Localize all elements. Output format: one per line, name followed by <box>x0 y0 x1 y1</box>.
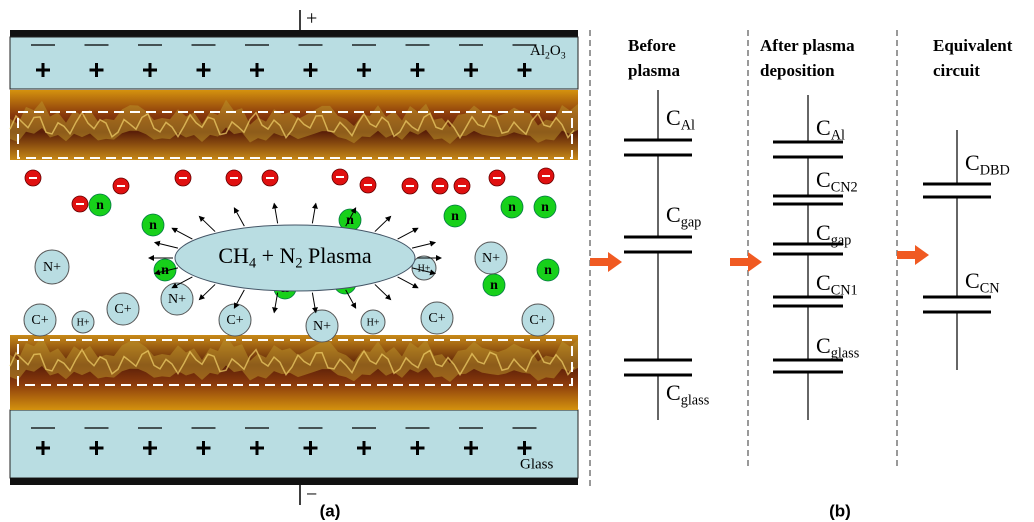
dielectric-label-part: Al <box>530 43 545 59</box>
electrode <box>10 478 578 485</box>
capacitor-label: CCN1 <box>816 270 858 299</box>
neutral-label: n <box>96 198 104 213</box>
capacitor-label-part: CN1 <box>831 283 858 299</box>
capacitor-label-part: Al <box>681 118 695 134</box>
emission-arrow <box>274 293 277 313</box>
plasma-label-part: Plasma <box>303 243 372 268</box>
column-header: Equivalent <box>933 36 1013 55</box>
capacitor-label-part: C <box>816 167 831 192</box>
capacitor-label-part: C <box>666 380 681 405</box>
neutral-label: n <box>544 263 552 278</box>
capacitor-label-part: CN <box>980 281 1000 297</box>
ion-label: H+ <box>418 263 431 274</box>
capacitor-label-part: glass <box>681 393 710 409</box>
emission-arrow <box>412 243 435 249</box>
capacitor-label-part: C <box>965 268 980 293</box>
capacitor-label: Cglass <box>666 380 710 409</box>
capacitor-label: CAl <box>816 115 845 144</box>
column-header: Before <box>628 36 676 55</box>
column-header: circuit <box>933 61 980 80</box>
capacitor-label-part: C <box>965 150 980 175</box>
capacitor-label: CAl <box>666 105 695 134</box>
capacitor-label-part: C <box>816 270 831 295</box>
emission-arrow <box>375 216 391 231</box>
dielectric-label: Glass <box>520 456 553 472</box>
emission-arrow <box>375 284 391 299</box>
plasma-label-part: + N <box>256 243 295 268</box>
emission-arrow <box>155 243 178 249</box>
dielectric-label-part: O <box>550 43 561 59</box>
neutral-label: n <box>149 218 157 233</box>
neutral-label: n <box>346 213 354 228</box>
diagram: + − Glass (a) (b) Al2O3nnnnnnnnnnnN+C+H+… <box>0 0 1034 522</box>
caption: (a) <box>320 501 341 520</box>
capacitor-label-part: C <box>816 220 831 245</box>
column-header: After plasma <box>760 36 855 55</box>
capacitor-label: Cgap <box>666 202 701 231</box>
plasma-label-part: 4 <box>249 256 256 272</box>
emission-arrow <box>398 228 418 239</box>
emission-arrow <box>199 284 215 299</box>
arrow <box>730 252 762 272</box>
ion-label: C+ <box>31 313 48 328</box>
ion-label: C+ <box>529 313 546 328</box>
ion-label: N+ <box>482 251 500 266</box>
ion-label: H+ <box>77 317 90 328</box>
terminal-label: − <box>306 484 317 506</box>
electrode <box>10 30 578 37</box>
capacitor-label-part: C <box>816 333 831 358</box>
capacitor-label-part: gap <box>681 215 702 231</box>
capacitor-label-part: Al <box>831 128 845 144</box>
column-header: plasma <box>628 61 680 80</box>
capacitor-label: Cgap <box>816 220 851 249</box>
emission-arrow <box>199 216 215 231</box>
neutral-label: n <box>451 209 459 224</box>
page: + − Glass (a) (b) Al2O3nnnnnnnnnnnN+C+H+… <box>0 0 1034 522</box>
neutral-label: n <box>508 200 516 215</box>
capacitor-label: CCN <box>965 268 1000 297</box>
capacitor-label-part: CN2 <box>831 180 858 196</box>
column-header: deposition <box>760 61 835 80</box>
capacitor-label: CCN2 <box>816 167 858 196</box>
emission-arrow <box>398 277 418 288</box>
capacitor-label-part: C <box>666 105 681 130</box>
capacitor-label-part: DBD <box>980 163 1010 179</box>
capacitor-label: Cglass <box>816 333 860 362</box>
caption: (b) <box>829 501 851 520</box>
ion-label: C+ <box>428 311 445 326</box>
arrow <box>897 245 929 265</box>
neutral-label: n <box>541 200 549 215</box>
capacitor-label-part: glass <box>831 346 860 362</box>
capacitor-label-part: C <box>816 115 831 140</box>
plasma-label-part: CH <box>218 243 249 268</box>
dielectric-label-part: 3 <box>561 51 566 62</box>
ion-label: N+ <box>43 260 61 275</box>
terminal-label: + <box>306 8 317 30</box>
emission-arrow <box>312 293 315 313</box>
ion-label: N+ <box>313 319 331 334</box>
capacitor-label: CDBD <box>965 150 1010 179</box>
emission-arrow <box>172 228 192 239</box>
arrow <box>590 252 622 272</box>
emission-arrow <box>312 204 315 224</box>
ion-label: H+ <box>367 317 380 328</box>
ion-label: C+ <box>114 302 131 317</box>
ion-label: N+ <box>168 292 186 307</box>
plasma-label-part: 2 <box>295 256 302 272</box>
plasma-label: CH4 + N2 Plasma <box>218 243 371 272</box>
emission-arrow <box>274 204 277 224</box>
ion-label: C+ <box>226 313 243 328</box>
emission-arrow <box>234 208 244 226</box>
neutral-label: n <box>490 278 498 293</box>
capacitor-label-part: gap <box>831 233 852 249</box>
capacitor-label-part: C <box>666 202 681 227</box>
